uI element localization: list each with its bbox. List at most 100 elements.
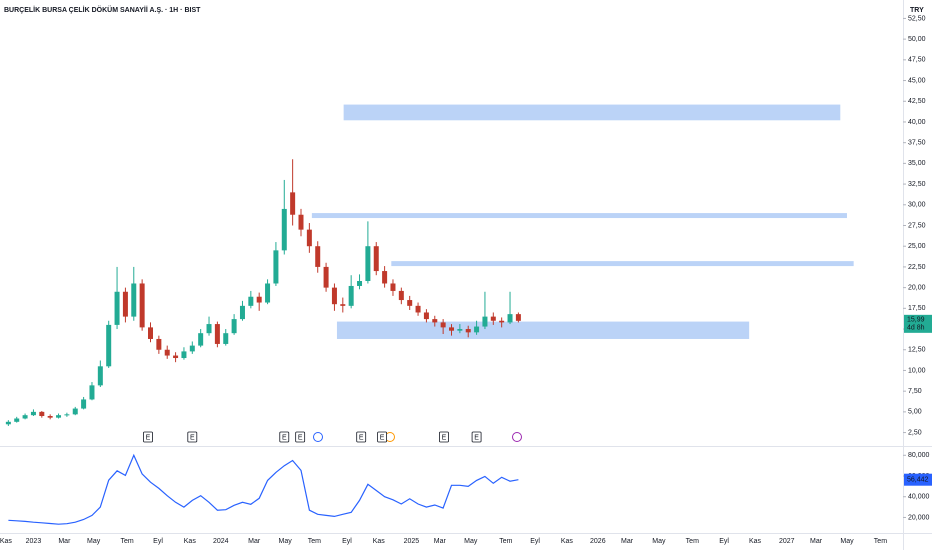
candle-body <box>482 316 488 327</box>
currency-label: TRY <box>910 7 924 14</box>
event-label: E <box>474 434 479 441</box>
candle-body <box>122 291 128 317</box>
candle-body <box>490 316 496 321</box>
x-tick-label: Eyl <box>153 538 163 545</box>
candle-body <box>256 296 262 303</box>
candle-body <box>22 415 28 419</box>
candle-body <box>515 314 521 321</box>
candle-body <box>173 355 179 359</box>
x-tick-label: May <box>652 538 666 545</box>
x-tick-label: Mar <box>810 538 823 545</box>
event-label: E <box>190 434 195 441</box>
candle-body <box>148 327 153 339</box>
event-label: E <box>146 434 151 441</box>
y-tick-label: 52,50 <box>908 15 926 22</box>
event-marker[interactable] <box>356 431 367 443</box>
candle-body <box>432 319 438 323</box>
x-tick-label: Tem <box>308 538 321 545</box>
candle-body <box>390 283 396 291</box>
y-tick-label: 10,00 <box>908 367 926 374</box>
y-tick-label: 25,00 <box>908 243 926 250</box>
zone <box>311 213 847 219</box>
x-tick-label: 2025 <box>404 538 420 545</box>
candle-body <box>214 324 220 344</box>
event-marker[interactable] <box>471 431 482 443</box>
x-tick-label: Kas <box>0 538 12 545</box>
y-tick-label: 30,00 <box>908 202 926 209</box>
x-tick-label: Kas <box>184 538 197 545</box>
candle-body <box>47 416 53 418</box>
y-tick-label: 35,00 <box>908 160 926 167</box>
event-label: E <box>282 434 287 441</box>
candle-body <box>206 324 212 334</box>
candle-body <box>365 246 371 281</box>
y-tick-label: 37,50 <box>908 140 926 147</box>
event-marker[interactable] <box>377 431 388 443</box>
candle-body <box>373 246 379 272</box>
x-tick-label: Tem <box>686 538 699 545</box>
x-tick-label: 2026 <box>590 538 606 545</box>
x-tick-label: Eyl <box>530 538 540 545</box>
candle-body <box>298 214 304 230</box>
candle-body <box>106 324 112 367</box>
last-price-label: 15,99 <box>907 317 925 324</box>
x-tick-label: Kas <box>749 538 762 545</box>
dividend-icon[interactable] <box>313 432 323 442</box>
y-tick-label: 20,00 <box>908 284 926 291</box>
candle-body <box>340 304 346 306</box>
candle-body <box>281 208 287 251</box>
candle-body <box>449 327 454 331</box>
y-tick-label: 17,50 <box>908 305 926 312</box>
event-marker[interactable] <box>187 431 198 443</box>
x-tick-label: 2027 <box>779 538 795 545</box>
x-tick-label: May <box>840 538 854 545</box>
candle-body <box>198 333 204 346</box>
x-tick-label: 2023 <box>26 538 42 545</box>
event-marker[interactable] <box>295 431 306 443</box>
candle-body <box>348 285 354 306</box>
x-tick-label: May <box>278 538 292 545</box>
x-tick-label: Tem <box>874 538 887 545</box>
y-tick-label: 40,00 <box>908 119 926 126</box>
candle-body <box>398 290 404 301</box>
candle-body <box>273 250 279 284</box>
candle-body <box>139 283 145 328</box>
y-tick-label: 42,50 <box>908 98 926 105</box>
event-icons <box>313 432 522 442</box>
y-tick-label: 7,50 <box>908 388 922 395</box>
candle-body <box>331 287 337 305</box>
news-icon[interactable] <box>512 432 522 442</box>
x-tick-label: May <box>464 538 478 545</box>
candle-body <box>239 305 245 320</box>
x-tick-label: Mar <box>58 538 71 545</box>
event-marker[interactable] <box>439 431 449 443</box>
zone <box>343 104 841 121</box>
candle-body <box>223 333 229 344</box>
countdown-label: 4d 8h <box>907 325 925 332</box>
zone <box>336 321 750 339</box>
event-label: E <box>380 434 385 441</box>
last-value-box <box>904 473 932 486</box>
candle-body <box>315 246 321 267</box>
candle-body <box>507 314 513 323</box>
candle-body <box>72 408 78 415</box>
candle-body <box>382 271 388 284</box>
candle-body <box>407 300 413 306</box>
y-tick-label: 45,00 <box>908 77 926 84</box>
last-price-box <box>904 314 932 333</box>
candle-body <box>474 326 480 333</box>
last-value-label: 56,442 <box>907 477 929 484</box>
y-tick-label: 47,50 <box>908 57 926 64</box>
y-tick-label: 40,000 <box>908 494 930 501</box>
candle-body <box>357 280 363 286</box>
candle-body <box>14 418 20 422</box>
event-marker[interactable] <box>143 431 153 443</box>
candle-body <box>248 296 254 306</box>
event-marker[interactable] <box>279 431 290 443</box>
candle-body <box>97 366 103 386</box>
candle-body <box>5 421 11 425</box>
y-tick-label: 20,000 <box>908 514 930 521</box>
candle-body <box>457 329 463 331</box>
